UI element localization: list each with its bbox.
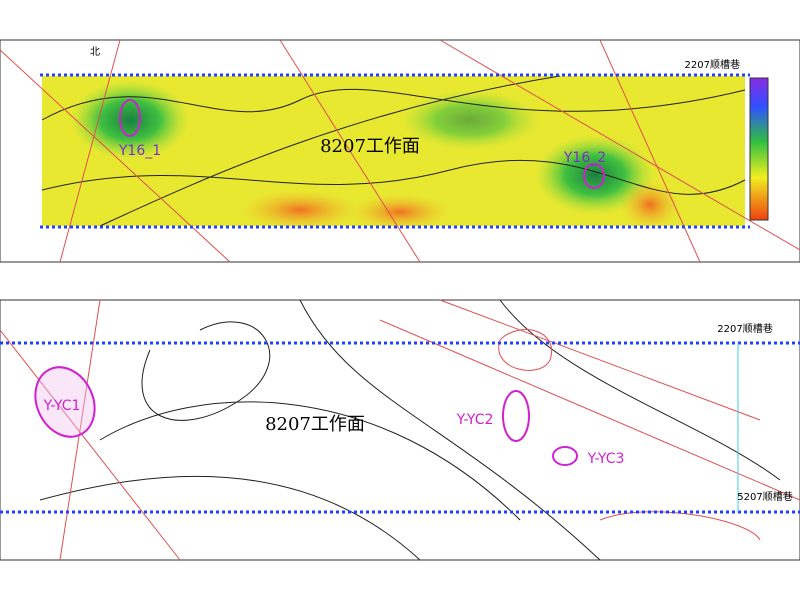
anomaly-outline: [583, 163, 605, 189]
high-zone: [240, 190, 360, 230]
high-zone: [620, 180, 680, 230]
top-panel: 北 2207顺槽巷 8207工作面 Y16_1 Y16_2: [0, 39, 800, 263]
faults: [0, 299, 800, 561]
color-bar: [749, 77, 769, 221]
anomaly-label: Y-YC2: [456, 412, 494, 428]
roadway-label: 2207顺槽巷: [717, 322, 772, 335]
bottom-panel: 2207顺槽巷 5207顺槽巷 8207工作面 Y-YC1 Y-YC2 Y-YC…: [0, 299, 800, 561]
roadway-label: 5207顺槽巷: [737, 490, 792, 503]
high-zone: [350, 194, 450, 230]
contours: [39, 299, 781, 561]
panel-frame: [0, 299, 800, 561]
roadway-label: 2207顺槽巷: [685, 58, 740, 71]
anomaly-outline: [552, 446, 578, 466]
anomaly-label: Y-YC1: [43, 398, 81, 414]
workface-label: 8207工作面: [265, 414, 365, 435]
faults: [0, 39, 800, 263]
anomaly-label: Y16_2: [563, 150, 606, 166]
anomaly-outline: [119, 99, 141, 137]
low-zone: [70, 80, 190, 160]
low-zone: [400, 90, 540, 150]
workface-label: 8207工作面: [320, 136, 420, 157]
contours: [41, 75, 746, 227]
fault-zone: [498, 329, 553, 371]
anomaly-label: Y16_1: [118, 143, 161, 159]
anomaly-label: Y-YC3: [587, 451, 625, 467]
north-label: 北: [90, 46, 100, 58]
anomaly-outline: [502, 390, 530, 442]
anomaly-outline: [34, 366, 96, 438]
